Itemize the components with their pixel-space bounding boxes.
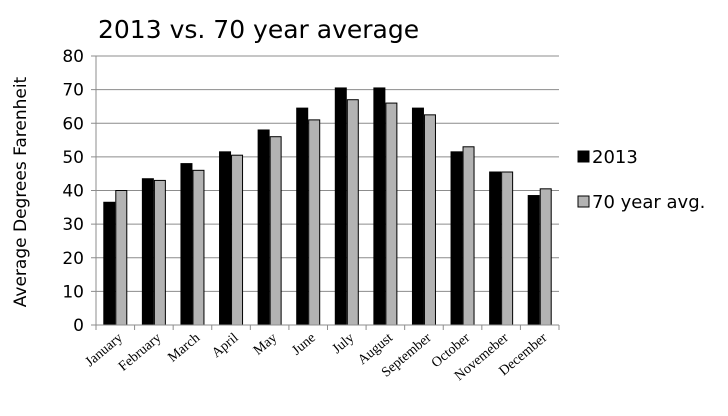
legend-swatch	[577, 150, 590, 163]
y-axis-label: Average Degrees Farenheit	[11, 76, 31, 307]
y-tick-label: 60	[62, 114, 84, 134]
y-tick-label: 50	[62, 148, 84, 168]
bar-series-70yr-september	[423, 114, 436, 326]
bar-series-70yr-october	[462, 146, 475, 326]
bar-series-70yr-june	[308, 119, 321, 326]
y-tick-label: 70	[62, 81, 84, 101]
bar-series-2013-april	[219, 151, 232, 326]
bar-series-70yr-novemeber	[501, 171, 514, 326]
legend-label: 2013	[592, 147, 638, 168]
bar-series-2013-october	[450, 151, 463, 326]
y-tick-label: 40	[62, 182, 84, 202]
x-tick-label: March	[165, 331, 203, 366]
bar-series-70yr-december	[539, 188, 552, 326]
bar-series-2013-july	[334, 87, 347, 326]
y-tick-label: 0	[73, 316, 84, 336]
bar-series-2013-august	[373, 87, 386, 326]
bar-series-2013-june	[296, 107, 309, 326]
legend-swatch	[577, 195, 590, 208]
bar-series-70yr-february	[153, 179, 166, 326]
bar-series-70yr-january	[115, 190, 128, 326]
bar-series-2013-december	[527, 195, 540, 326]
y-tick-label: 10	[62, 282, 84, 302]
chart-title: 2013 vs. 70 year average	[98, 15, 419, 44]
x-tick-label: June	[289, 331, 318, 359]
bar-series-2013-novemeber	[489, 171, 502, 326]
bar-series-70yr-april	[231, 154, 244, 326]
legend: 2013 70 year avg.	[577, 147, 705, 213]
bar-series-70yr-august	[385, 102, 398, 326]
bar-series-70yr-may	[269, 136, 282, 326]
x-tick-label: February	[116, 331, 164, 375]
y-tick-label: 30	[62, 215, 84, 235]
x-tick-label: May	[251, 331, 280, 359]
legend-label: 70 year avg.	[592, 192, 705, 213]
x-tick-label: July	[330, 331, 358, 357]
bar-series-2013-march	[180, 163, 193, 326]
axes	[91, 55, 560, 330]
bar-series-70yr-march	[192, 169, 205, 326]
gridlines	[96, 55, 559, 292]
bar-series-2013-january	[103, 201, 116, 326]
y-tick-label: 20	[62, 249, 84, 269]
y-tick-labels: 0 10 20 30 40 50 60 70 80	[62, 47, 84, 336]
bar-series-70yr-july	[346, 99, 359, 326]
y-tick-label: 80	[62, 47, 84, 67]
bar-series-2013-may	[257, 129, 270, 326]
x-tick-label: April	[209, 331, 241, 362]
bar-series-2013-september	[411, 107, 424, 326]
bar-series-2013-february	[141, 178, 154, 326]
